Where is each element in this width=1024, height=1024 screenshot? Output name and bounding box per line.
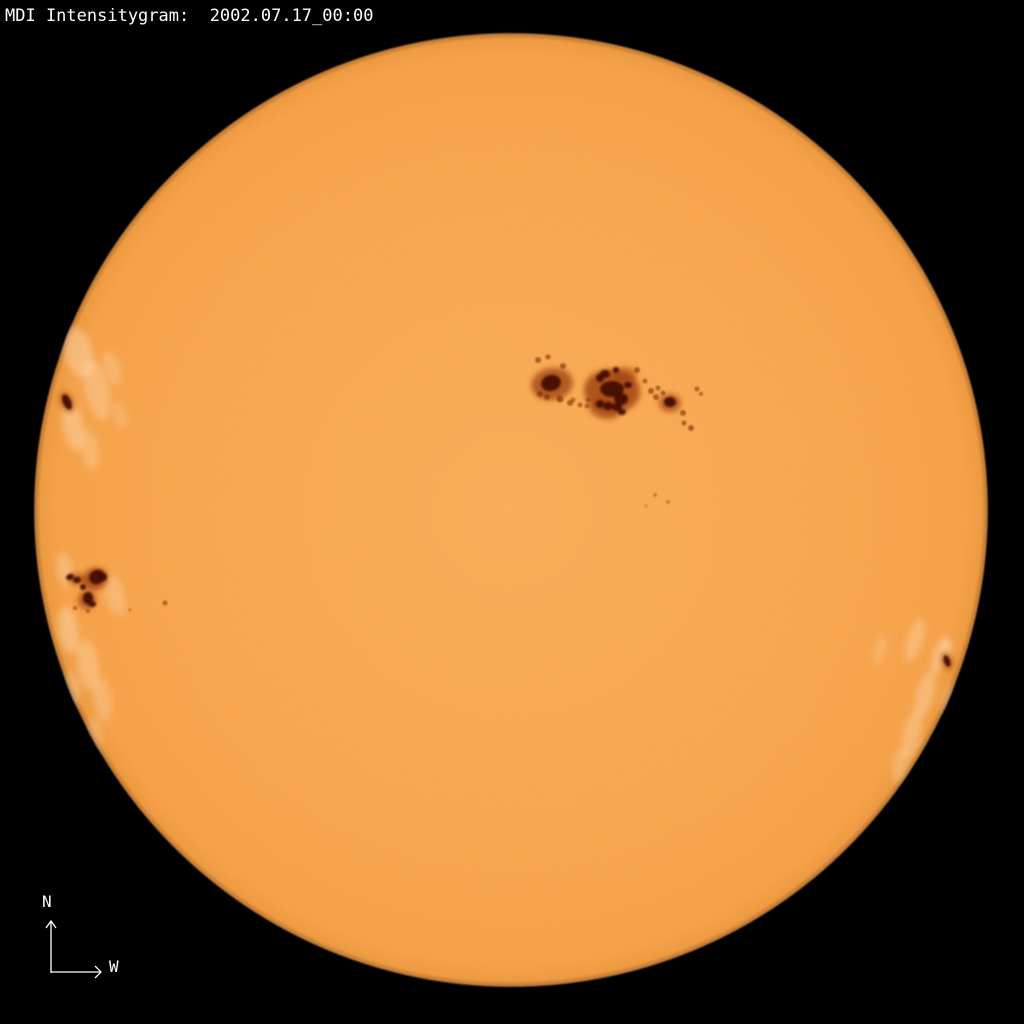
west-arrow bbox=[51, 965, 102, 979]
compass-north-label: N bbox=[42, 892, 52, 911]
sunspot-umbrae bbox=[62, 367, 951, 667]
compass-west-label: W bbox=[109, 957, 119, 976]
granulation-texture bbox=[33, 32, 989, 988]
north-arrow bbox=[45, 919, 57, 973]
image-title: MDI Intensitygram: 2002.07.17_00:00 bbox=[5, 6, 374, 26]
orientation-compass bbox=[45, 919, 102, 979]
sunspot-pores bbox=[73, 354, 703, 613]
